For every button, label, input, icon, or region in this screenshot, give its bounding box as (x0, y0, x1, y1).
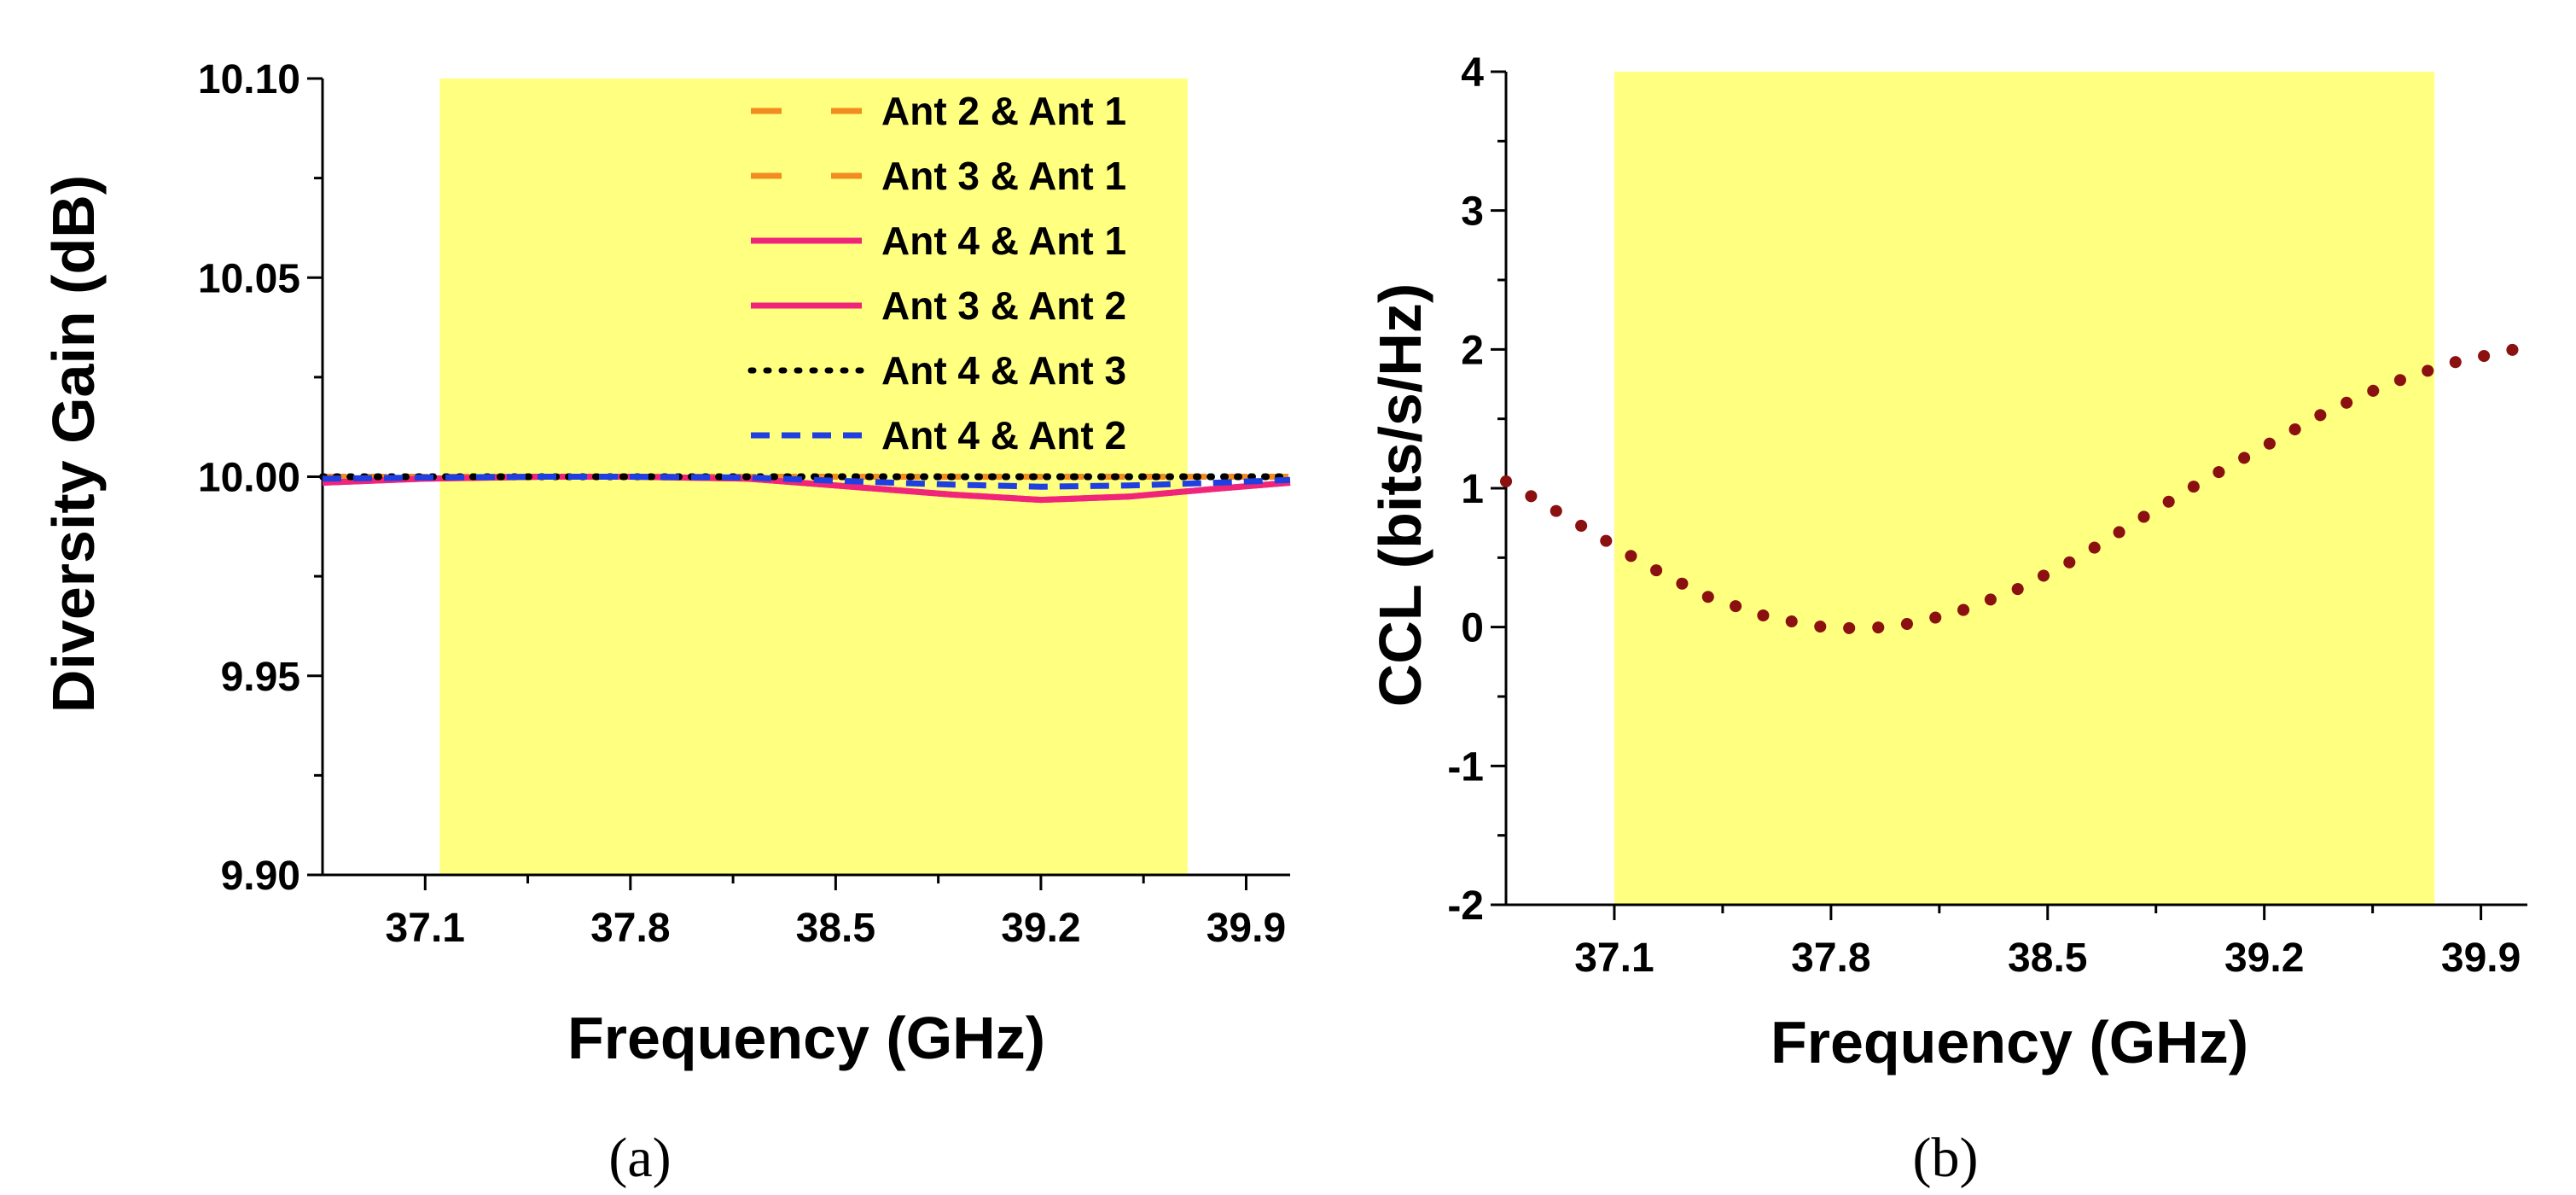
legend-label: Ant 4 & Ant 3 (881, 348, 1126, 393)
legend-label: Ant 3 & Ant 2 (881, 283, 1126, 328)
y-axis-title-a: Diversity Gain (dB) (40, 175, 107, 713)
x-tick-label: 39.9 (2441, 936, 2521, 981)
y-tick-label: 4 (1461, 50, 1484, 96)
highlight-band-b (1614, 72, 2435, 905)
series-a (319, 473, 1294, 504)
x-tick-label: 39.2 (1001, 906, 1080, 951)
panel-b: 37.1 37.8 38.5 39.2 39.9 -2 -1 0 1 2 3 4 Frequency … (1367, 50, 2533, 1189)
x-tick-label: 39.2 (2224, 936, 2304, 981)
y-tick-label: 10.00 (198, 456, 300, 501)
y-tick-label: 0 (1461, 606, 1484, 651)
x-tick-label: 39.9 (1207, 906, 1286, 951)
series-line-0 (1500, 341, 2533, 635)
caption-a: (a) (608, 1127, 671, 1189)
x-axis-title-b: Frequency (GHz) (1771, 1009, 2248, 1076)
legend-label: Ant 3 & Ant 1 (881, 154, 1126, 198)
legend-label: Ant 4 & Ant 2 (881, 413, 1126, 458)
x-tick-label: 37.8 (1791, 936, 1870, 981)
y-tick-label: 9.90 (221, 854, 300, 899)
x-tick-label: 37.8 (590, 906, 670, 951)
axes-b: 37.1 37.8 38.5 39.2 39.9 -2 -1 0 1 2 3 4 (1447, 50, 2527, 981)
x-tick-label: 38.5 (2008, 936, 2087, 981)
x-tick-label: 37.1 (386, 906, 465, 951)
series-line-5 (322, 474, 1291, 490)
y-tick-label: 10.05 (198, 256, 300, 301)
axes-a: 37.1 37.8 38.5 39.2 39.9 9.90 9.95 10.00 10.05 10… (198, 57, 1290, 951)
y-tick-label: 1 (1461, 467, 1484, 512)
legend-label: Ant 4 & Ant 1 (881, 219, 1126, 263)
legend-label: Ant 2 & Ant 1 (881, 89, 1126, 133)
y-tick-label: 9.95 (221, 655, 300, 700)
y-tick-label: 3 (1461, 189, 1484, 235)
x-tick-label: 37.1 (1574, 936, 1654, 981)
x-tick-label: 38.5 (796, 906, 875, 951)
panel-a: 37.1 37.8 38.5 39.2 39.9 9.90 9.95 10.00 10.05 10… (40, 57, 1294, 1189)
x-axis-title-a: Frequency (GHz) (567, 1005, 1045, 1071)
y-tick-label: 2 (1461, 328, 1484, 373)
caption-b: (b) (1913, 1127, 1979, 1189)
y-tick-label: -2 (1447, 883, 1484, 929)
y-tick-label: 10.10 (198, 57, 300, 102)
y-tick-label: -1 (1447, 744, 1484, 790)
series-b (1500, 341, 2533, 635)
legend-a: Ant 2 & Ant 1 Ant 3 & Ant 1 Ant 4 & Ant 1 A… (747, 89, 1126, 458)
y-axis-title-b: CCL (bits/s/Hz) (1367, 283, 1433, 708)
